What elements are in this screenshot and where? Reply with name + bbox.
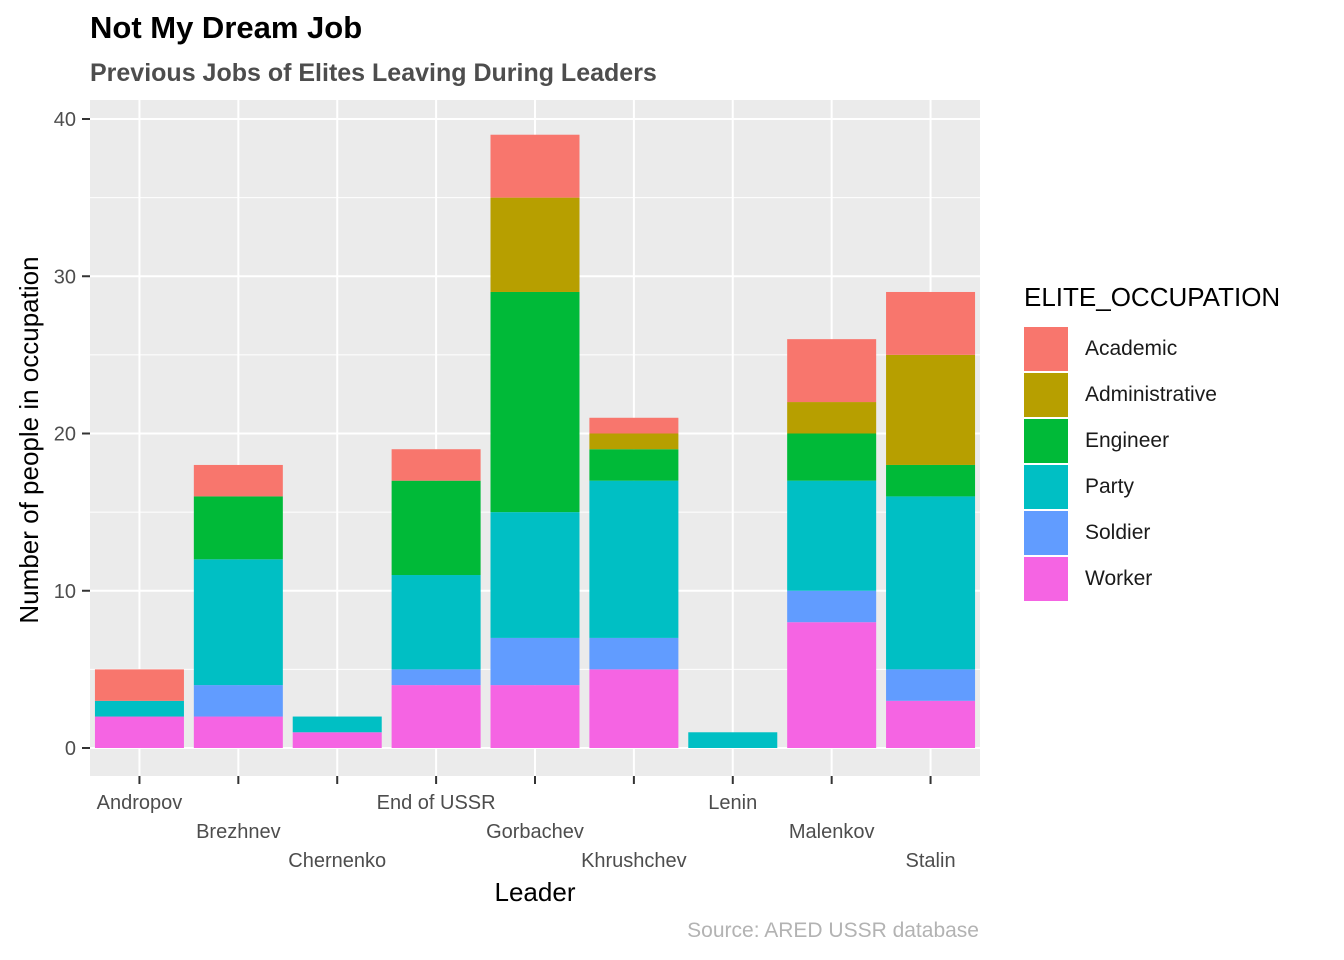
legend-label: Party — [1085, 475, 1135, 498]
legend-label: Soldier — [1085, 521, 1151, 544]
bar-segment-malenkov-soldier — [787, 590, 877, 623]
bar-segment-khrushchev-soldier — [589, 637, 679, 670]
bar-segment-malenkov-worker — [787, 622, 877, 748]
bar-segment-khrushchev-worker — [589, 669, 679, 748]
y-tick-label: 40 — [54, 109, 76, 131]
bar-segment-gorbachev-administrative — [490, 197, 580, 292]
x-tick-label: Lenin — [708, 792, 757, 814]
bar-segment-end-of-ussr-soldier — [391, 669, 481, 686]
bar-segment-brezhnev-engineer — [193, 496, 283, 560]
legend-label: Engineer — [1085, 429, 1170, 452]
bar-segment-lenin-party — [688, 732, 778, 748]
bar-segment-khrushchev-engineer — [589, 449, 679, 481]
bar-segment-andropov-academic — [94, 669, 184, 701]
bar-segment-chernenko-party — [292, 716, 382, 733]
x-tick-label: Stalin — [906, 850, 956, 872]
bar-segment-andropov-party — [94, 700, 184, 717]
bar-segment-chernenko-worker — [292, 732, 382, 748]
legend-swatch — [1024, 557, 1068, 601]
bar-segment-khrushchev-academic — [589, 417, 679, 434]
legend-label: Administrative — [1085, 383, 1217, 406]
bar-segment-brezhnev-academic — [193, 464, 283, 497]
chart-subtitle: Previous Jobs of Elites Leaving During L… — [90, 59, 657, 87]
legend-label: Worker — [1085, 567, 1153, 590]
x-tick-label: Khrushchev — [581, 850, 687, 872]
x-tick-label: Malenkov — [789, 821, 875, 843]
bar-segment-andropov-worker — [94, 716, 184, 748]
y-tick-label: 30 — [54, 266, 76, 288]
bar-segment-malenkov-administrative — [787, 402, 877, 434]
bar-segment-end-of-ussr-engineer — [391, 480, 481, 576]
chart-caption: Source: ARED USSR database — [687, 919, 979, 942]
legend-swatch — [1024, 419, 1068, 463]
bar-segment-gorbachev-worker — [490, 685, 580, 748]
bar-segment-stalin-soldier — [886, 669, 976, 701]
x-tick-label: End of USSR — [377, 792, 496, 814]
bar-segment-end-of-ussr-worker — [391, 685, 481, 748]
x-axis-title: Leader — [495, 877, 576, 907]
x-tick-label: Chernenko — [288, 850, 386, 872]
bar-segment-brezhnev-soldier — [193, 685, 283, 717]
bar-segment-khrushchev-administrative — [589, 433, 679, 450]
bar-segment-gorbachev-engineer — [490, 291, 580, 513]
bar-segment-brezhnev-party — [193, 559, 283, 686]
bar-segment-stalin-party — [886, 496, 976, 670]
chart-title: Not My Dream Job — [90, 10, 363, 45]
legend-item-worker: Worker — [1024, 556, 1152, 602]
legend-item-engineer: Engineer — [1024, 418, 1169, 464]
bar-segment-gorbachev-academic — [490, 134, 580, 198]
legend-swatch — [1024, 511, 1068, 555]
bar-segment-khrushchev-party — [589, 480, 679, 638]
bar-segment-gorbachev-soldier — [490, 637, 580, 686]
y-axis-title: Number of people in occupation — [14, 256, 44, 623]
bar-segment-malenkov-party — [787, 480, 877, 591]
bar-segment-end-of-ussr-academic — [391, 449, 481, 481]
bar-segment-end-of-ussr-party — [391, 575, 481, 670]
y-tick-label: 20 — [54, 424, 76, 446]
legend-item-party: Party — [1024, 464, 1134, 510]
legend-swatch — [1024, 465, 1068, 509]
bar-segment-stalin-administrative — [886, 354, 976, 465]
y-tick-label: 10 — [54, 581, 76, 603]
y-tick-label: 0 — [65, 738, 76, 760]
bar-segment-gorbachev-party — [490, 512, 580, 638]
bar-segment-stalin-worker — [886, 700, 976, 748]
legend-swatch — [1024, 327, 1068, 371]
bar-segment-brezhnev-worker — [193, 716, 283, 748]
bar-segment-stalin-engineer — [886, 464, 976, 497]
x-tick-label: Brezhnev — [196, 821, 281, 843]
x-tick-label: Andropov — [97, 792, 183, 814]
legend-swatch — [1024, 373, 1068, 417]
legend-item-soldier: Soldier — [1024, 510, 1150, 556]
legend-item-administrative: Administrative — [1024, 372, 1217, 418]
bar-segment-malenkov-engineer — [787, 433, 877, 481]
x-tick-label: Gorbachev — [486, 821, 584, 843]
bar-segment-malenkov-academic — [787, 339, 877, 403]
legend-item-academic: Academic — [1024, 326, 1177, 372]
legend-label: Academic — [1085, 337, 1178, 360]
bar-segment-stalin-academic — [886, 291, 976, 355]
legend-title: ELITE_OCCUPATION — [1024, 282, 1281, 312]
